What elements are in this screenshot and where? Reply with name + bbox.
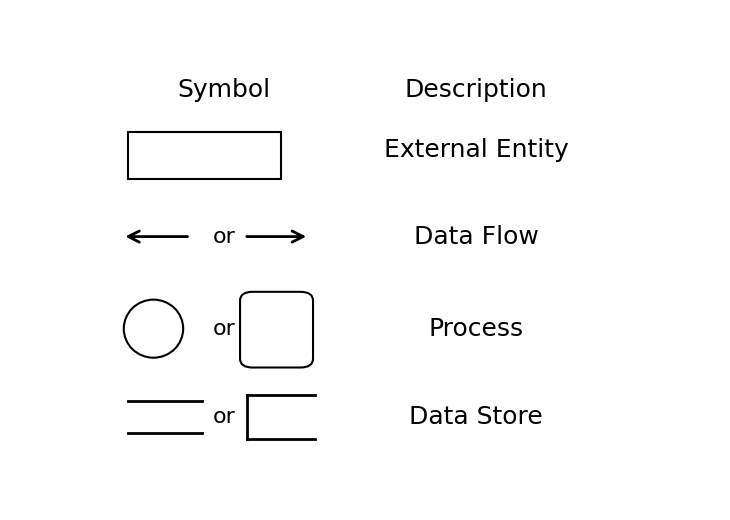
Text: Description: Description <box>404 79 548 102</box>
Ellipse shape <box>124 300 183 358</box>
Text: Process: Process <box>429 317 523 341</box>
Text: Symbol: Symbol <box>177 79 271 102</box>
Text: Data Flow: Data Flow <box>413 225 539 249</box>
Text: Data Store: Data Store <box>409 405 543 429</box>
Bar <box>128 133 281 178</box>
Text: External Entity: External Entity <box>383 138 569 162</box>
FancyBboxPatch shape <box>240 292 313 368</box>
Text: or: or <box>212 407 236 427</box>
Text: or: or <box>212 227 236 246</box>
Text: or: or <box>212 319 236 339</box>
